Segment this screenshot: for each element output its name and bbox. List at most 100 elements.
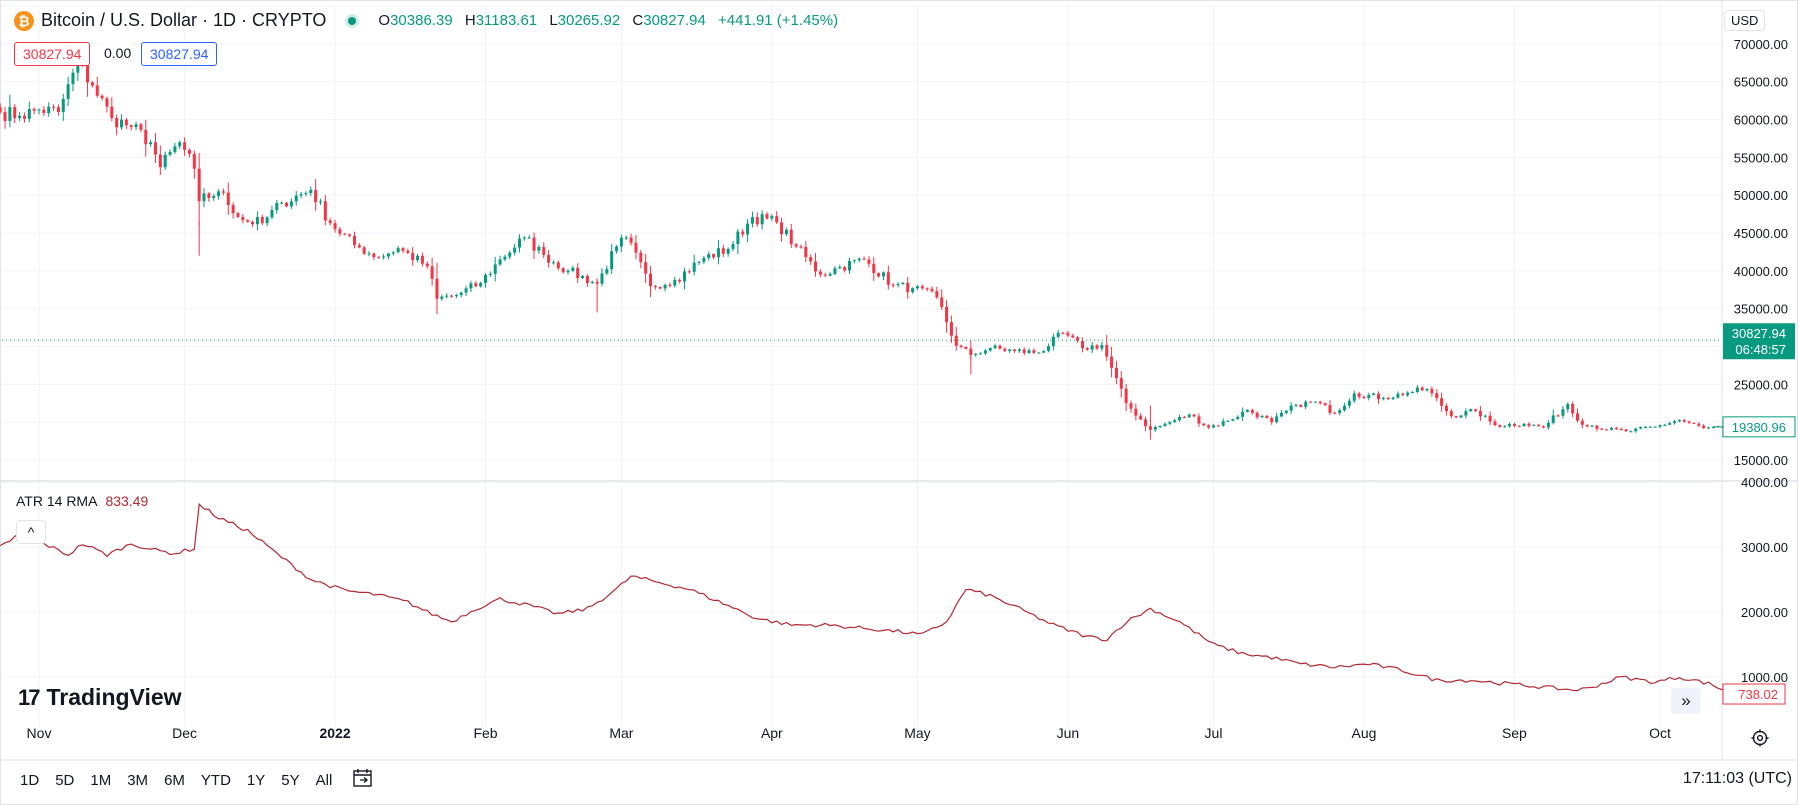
candle xyxy=(115,117,119,128)
candles-group xyxy=(0,52,1735,440)
candle xyxy=(323,201,327,221)
candle xyxy=(770,216,774,219)
price-tick-label: 60000.00 xyxy=(1734,113,1788,128)
candle xyxy=(935,291,939,298)
range-3m-button[interactable]: 3M xyxy=(127,772,149,789)
calendar-icon[interactable] xyxy=(352,767,374,789)
candle xyxy=(474,283,478,287)
candle xyxy=(280,202,284,204)
candle xyxy=(163,154,167,168)
candle xyxy=(71,72,75,85)
candle xyxy=(493,264,497,274)
candle xyxy=(818,271,822,275)
candle xyxy=(367,253,371,255)
candle xyxy=(1527,423,1531,426)
candle xyxy=(153,142,157,155)
tradingview-logo[interactable]: 17 TradingView xyxy=(18,684,182,711)
candle xyxy=(435,278,439,299)
candle xyxy=(1226,420,1230,422)
candle xyxy=(886,272,890,285)
candle xyxy=(352,235,356,246)
candle xyxy=(716,248,720,258)
currency-selector[interactable]: USD xyxy=(1724,10,1766,31)
candle xyxy=(1008,349,1012,351)
candle xyxy=(1275,416,1279,423)
range-1d-button[interactable]: 1D xyxy=(20,772,40,789)
spread-value: 0.00 xyxy=(104,42,132,66)
candle xyxy=(1046,346,1050,351)
candle xyxy=(1027,350,1031,353)
sell-price-box[interactable]: 30827.94 xyxy=(14,42,91,66)
symbol-title[interactable]: Bitcoin / U.S. Dollar · 1D · CRYPTO xyxy=(41,10,327,30)
utc-clock[interactable]: 17:11:03 (UTC) xyxy=(1682,770,1792,787)
range-5y-button[interactable]: 5Y xyxy=(281,772,300,789)
candle xyxy=(333,223,337,230)
candle xyxy=(537,246,541,251)
atr-tick-label: 4000.00 xyxy=(1741,475,1788,490)
range-ytd-button[interactable]: YTD xyxy=(200,772,231,789)
ohlc-values: O30386.39 H31183.61 L30265.92 C30827.94 … xyxy=(378,12,846,29)
candle xyxy=(1707,427,1711,429)
range-5d-button[interactable]: 5D xyxy=(55,772,75,789)
gear-icon[interactable] xyxy=(1750,728,1770,748)
atr-value: 833.49 xyxy=(105,493,149,509)
candle xyxy=(1231,419,1235,421)
candle xyxy=(1386,397,1390,400)
candle xyxy=(576,267,580,279)
open-label: O xyxy=(378,12,391,29)
candle xyxy=(144,129,148,145)
candle xyxy=(27,108,31,119)
candle xyxy=(702,257,706,262)
symbol-legend: ₿ Bitcoin / U.S. Dollar · 1D · CRYPTO O3… xyxy=(14,10,846,31)
candle xyxy=(1265,415,1269,419)
candle xyxy=(1139,415,1143,420)
candle xyxy=(1080,340,1084,349)
range-1y-button[interactable]: 1Y xyxy=(246,772,266,789)
candle xyxy=(8,107,12,121)
candle xyxy=(731,243,735,249)
atr-title[interactable]: ATR 14 RMA xyxy=(16,493,98,509)
candle xyxy=(828,273,832,276)
candle xyxy=(1668,423,1672,425)
candle xyxy=(1114,367,1118,379)
countdown-label: 06:48:57 xyxy=(1735,342,1786,357)
candle xyxy=(653,285,657,288)
range-all-button[interactable]: All xyxy=(315,772,333,789)
collapse-pane-button[interactable]: ^ xyxy=(16,520,46,544)
candle xyxy=(712,254,716,258)
buy-price-box[interactable]: 30827.94 xyxy=(141,42,218,66)
range-1m-button[interactable]: 1M xyxy=(90,772,112,789)
candle xyxy=(794,244,798,247)
scroll-to-realtime-button[interactable]: » xyxy=(1671,688,1701,714)
candle xyxy=(158,154,162,168)
candle xyxy=(547,254,551,263)
candle xyxy=(1590,425,1594,427)
candle xyxy=(750,217,754,224)
candle xyxy=(615,246,619,252)
price-tick-label: 55000.00 xyxy=(1734,150,1788,165)
candle xyxy=(1250,410,1254,413)
candle xyxy=(1221,421,1225,426)
range-6m-button[interactable]: 6M xyxy=(164,772,185,789)
candle xyxy=(1425,388,1429,391)
candle xyxy=(1629,431,1633,433)
time-tick-label: May xyxy=(904,725,930,741)
candle xyxy=(809,257,813,262)
candle xyxy=(357,245,361,248)
candle xyxy=(1464,411,1468,416)
candle xyxy=(1605,429,1609,431)
candle xyxy=(974,353,978,355)
candle xyxy=(532,237,536,251)
live-dot-icon xyxy=(348,16,357,25)
candle xyxy=(1522,423,1526,427)
candle xyxy=(1595,425,1599,429)
candle xyxy=(37,109,41,111)
candle xyxy=(1309,401,1313,403)
candle xyxy=(314,189,318,203)
candle xyxy=(1270,418,1274,423)
candle xyxy=(1294,404,1298,406)
candle xyxy=(1682,419,1686,422)
low-value: 30265.92 xyxy=(557,12,621,29)
candle xyxy=(90,82,94,86)
